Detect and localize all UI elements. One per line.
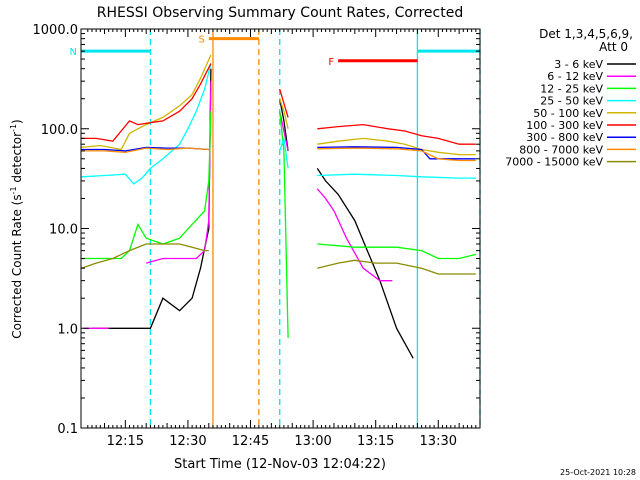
series-8-segment-0 (81, 243, 209, 269)
series-7-segment-0 (81, 147, 209, 153)
legend-label-8: 7000 - 15000 keV (505, 156, 603, 169)
x-tick-label-4: 13:15 (357, 434, 394, 449)
flag-label-0: N (70, 47, 77, 58)
x-axis: 12:15 12:30 12:45 13:00 13:15 13:30 (87, 29, 477, 449)
chart-title: RHESSI Observing Summary Count Rates, Co… (97, 5, 463, 21)
series-5-segment-0 (81, 63, 212, 142)
series-6-segment-1 (317, 146, 476, 160)
series-3-segment-2 (317, 173, 476, 179)
series-5-segment-1 (279, 88, 289, 118)
legend-label-0: 3 - 6 keV (554, 58, 603, 71)
series-7-segment-1 (317, 147, 476, 162)
legend-label-2: 12 - 25 keV (540, 82, 603, 95)
series-1-segment-3 (316, 188, 393, 282)
series-4-segment-2 (317, 137, 476, 156)
legend-label-4: 50 - 100 keV (533, 107, 603, 120)
series-2-segment-1 (279, 111, 289, 338)
series-lines (81, 54, 476, 359)
legend-label-7: 800 - 7000 keV (519, 143, 603, 156)
series-3-segment-1 (279, 138, 289, 169)
legend-label-5: 100 - 300 keV (526, 119, 603, 132)
x-tick-label-0: 12:15 (107, 434, 144, 449)
x-tick-label-2: 12:45 (232, 434, 269, 449)
series-4-segment-1 (279, 98, 289, 129)
series-2-segment-2 (317, 243, 476, 260)
reference-lines (149, 29, 481, 428)
flag-label-1: S (198, 35, 204, 46)
timestamp: 25-Oct-2021 10:28 (560, 468, 636, 477)
series-1-segment-2 (279, 111, 289, 152)
series-5-segment-2 (317, 123, 476, 145)
series-3-segment-0 (81, 63, 212, 185)
series-1-segment-1 (146, 81, 212, 264)
legend-header-line-1: Det 1,3,4,5,6,9, (539, 27, 633, 41)
series-0-segment-1 (279, 98, 289, 151)
flag-label-2: F (328, 57, 334, 68)
y-tick-label-2: 10.0 (49, 223, 78, 238)
y-tick-label-4: 1000.0 (33, 23, 79, 38)
y-axis-label: Corrected Count Rate (s-1 detector-1) (9, 119, 24, 338)
series-2-segment-0 (81, 111, 212, 260)
y-tick-label-0: 0.1 (57, 422, 78, 437)
legend-label-6: 300 - 800 keV (526, 131, 603, 144)
y-axis: 0.1 1.0 10.0 100.0 1000.0 (33, 23, 480, 437)
series-4-segment-0 (81, 54, 212, 151)
series-8-segment-1 (317, 259, 476, 275)
x-axis-label: Start Time (12-Nov-03 12:04:22) (174, 457, 386, 472)
series-0-segment-0 (92, 68, 212, 329)
legend-label-1: 6 - 12 keV (547, 70, 603, 83)
x-tick-label-5: 13:30 (420, 434, 457, 449)
x-tick-label-3: 13:00 (294, 434, 331, 449)
flag-bars: N S F (70, 35, 480, 68)
y-tick-label-3: 100.0 (41, 123, 78, 138)
legend-header-line-2: Att 0 (599, 40, 628, 54)
y-tick-label-1: 1.0 (57, 322, 78, 337)
x-tick-label-1: 12:30 (169, 434, 206, 449)
series-0-segment-2 (316, 168, 414, 359)
legend-label-3: 25 - 50 keV (540, 95, 603, 108)
